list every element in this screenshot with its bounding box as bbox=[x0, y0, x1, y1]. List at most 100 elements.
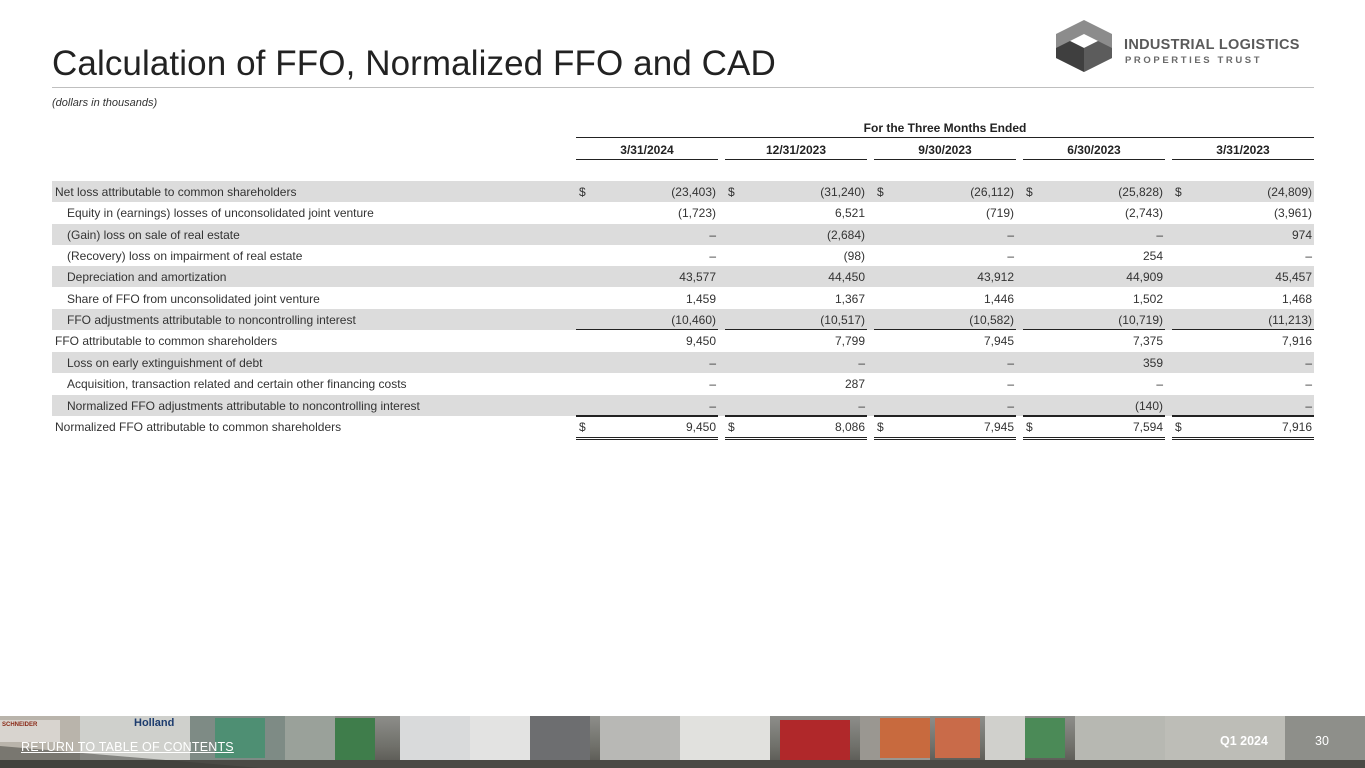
row-label: (Gain) loss on sale of real estate bbox=[67, 227, 240, 242]
total-top-rule bbox=[1023, 415, 1165, 417]
row-label: FFO attributable to common shareholders bbox=[55, 334, 278, 349]
subtotal-underline bbox=[1172, 329, 1314, 331]
cell-value: 43,912 bbox=[977, 270, 1014, 285]
table-row: Acquisition, transaction related and cer… bbox=[52, 373, 1314, 394]
cell-value: – bbox=[1305, 249, 1312, 264]
cell-value: – bbox=[709, 227, 716, 242]
footer-photo-banner: Holland SCHNEIDER RETURN TO TABLE OF CON… bbox=[0, 716, 1365, 768]
row-label: (Recovery) loss on impairment of real es… bbox=[67, 249, 303, 264]
subtotal-underline bbox=[1172, 414, 1314, 416]
cell-value: – bbox=[709, 377, 716, 392]
cell-value: (3,961) bbox=[1273, 206, 1312, 221]
dollar-sign: $ bbox=[1026, 419, 1033, 434]
cell-value: (26,112) bbox=[970, 185, 1014, 199]
cell-value: (31,240) bbox=[820, 185, 865, 199]
total-double-underline bbox=[725, 436, 867, 440]
column-header: 3/31/2024 bbox=[576, 143, 718, 160]
cell-value: (11,213) bbox=[1268, 313, 1312, 328]
cell-value: – bbox=[1007, 377, 1014, 392]
cell-value: 359 bbox=[1142, 355, 1163, 370]
cell-value: – bbox=[1156, 377, 1163, 392]
cell-value: – bbox=[1305, 355, 1312, 370]
cell-value: 8,086 bbox=[834, 419, 865, 434]
dollar-sign: $ bbox=[1175, 185, 1182, 199]
cell-value: – bbox=[709, 249, 716, 264]
table-row: (Recovery) loss on impairment of real es… bbox=[52, 245, 1314, 266]
subtotal-underline bbox=[874, 329, 1016, 331]
period-header: For the Three Months Ended bbox=[863, 121, 1027, 135]
table-row: Share of FFO from unconsolidated joint v… bbox=[52, 288, 1314, 309]
logo-cube-icon bbox=[1056, 20, 1112, 72]
dollar-sign: $ bbox=[1026, 185, 1033, 199]
subtotal-underline bbox=[725, 414, 867, 416]
cell-value: – bbox=[1007, 249, 1014, 264]
cell-value: – bbox=[1007, 355, 1014, 370]
column-header: 9/30/2023 bbox=[874, 143, 1016, 160]
cell-value: – bbox=[858, 355, 865, 370]
row-label: Normalized FFO attributable to common sh… bbox=[55, 419, 342, 434]
total-double-underline bbox=[576, 436, 718, 440]
row-label: Share of FFO from unconsolidated joint v… bbox=[67, 291, 320, 306]
cell-value: – bbox=[1007, 398, 1014, 413]
column-header: 3/31/2023 bbox=[1172, 143, 1314, 160]
cell-value: 7,916 bbox=[1281, 419, 1312, 434]
cell-value: – bbox=[1305, 398, 1312, 413]
cell-value: 1,459 bbox=[685, 291, 716, 306]
cell-value: (10,582) bbox=[969, 313, 1014, 328]
column-header: 6/30/2023 bbox=[1023, 143, 1165, 160]
table-row: FFO attributable to common shareholders 9… bbox=[52, 330, 1314, 351]
cell-value: 1,446 bbox=[983, 291, 1014, 306]
subtotal-underline bbox=[725, 329, 867, 331]
cell-value: 254 bbox=[1142, 249, 1163, 264]
cell-value: 1,468 bbox=[1281, 291, 1312, 306]
subtotal-underline bbox=[1023, 414, 1165, 416]
subtotal-underline bbox=[1023, 329, 1165, 331]
cell-value: 7,945 bbox=[983, 334, 1014, 349]
table-row: Normalized FFO adjustments attributable … bbox=[52, 394, 1314, 416]
period-rule bbox=[576, 137, 1314, 138]
cell-value: (25,828) bbox=[1118, 185, 1163, 199]
total-top-rule bbox=[576, 415, 718, 417]
dollar-sign: $ bbox=[877, 419, 884, 434]
dollar-sign: $ bbox=[579, 419, 586, 434]
cell-value: – bbox=[709, 355, 716, 370]
cell-value: (24,809) bbox=[1267, 185, 1312, 199]
subtotal-underline bbox=[874, 414, 1016, 416]
cell-value: 7,375 bbox=[1132, 334, 1163, 349]
dollar-sign: $ bbox=[728, 419, 735, 434]
subtotal-underline bbox=[576, 329, 718, 331]
units-note: (dollars in thousands) bbox=[52, 97, 158, 109]
cell-value: 1,502 bbox=[1132, 291, 1163, 306]
page-number: 30 bbox=[1315, 734, 1329, 748]
cell-value: 9,450 bbox=[685, 334, 716, 349]
cell-value: 7,945 bbox=[983, 419, 1014, 434]
row-label: Acquisition, transaction related and cer… bbox=[67, 377, 407, 392]
cell-value: – bbox=[709, 398, 716, 413]
total-top-rule bbox=[874, 415, 1016, 417]
cell-value: – bbox=[858, 398, 865, 413]
cell-value: (2,684) bbox=[826, 227, 865, 242]
cell-value: (10,719) bbox=[1118, 313, 1163, 328]
cell-value: 974 bbox=[1291, 227, 1312, 242]
cell-value: 6,521 bbox=[834, 206, 865, 221]
cell-value: (98) bbox=[843, 249, 865, 264]
cell-value: 7,594 bbox=[1132, 419, 1163, 434]
cell-value: (140) bbox=[1134, 398, 1163, 413]
cell-value: 287 bbox=[844, 377, 865, 392]
dollar-sign: $ bbox=[579, 185, 586, 199]
table-row: Normalized FFO attributable to common sh… bbox=[52, 415, 1314, 440]
cell-value: 7,799 bbox=[834, 334, 865, 349]
cell-value: (10,460) bbox=[671, 313, 716, 328]
quarter-label: Q1 2024 bbox=[1220, 734, 1268, 748]
company-logo: INDUSTRIAL LOGISTICS PROPERTIES TRUST bbox=[1054, 20, 1316, 74]
table-row: Depreciation and amortization 43,577 44,45… bbox=[52, 266, 1314, 288]
cell-value: (23,403) bbox=[671, 185, 716, 199]
dollar-sign: $ bbox=[1175, 419, 1182, 434]
dollar-sign: $ bbox=[877, 185, 884, 199]
cell-value: 45,457 bbox=[1275, 270, 1312, 285]
trucks-photo bbox=[0, 716, 1365, 768]
cell-value: 1,367 bbox=[834, 291, 865, 306]
return-to-contents-link[interactable]: RETURN TO TABLE OF CONTENTS bbox=[21, 740, 234, 754]
logo-name: INDUSTRIAL LOGISTICS bbox=[1124, 37, 1300, 53]
row-label: Depreciation and amortization bbox=[67, 270, 227, 285]
